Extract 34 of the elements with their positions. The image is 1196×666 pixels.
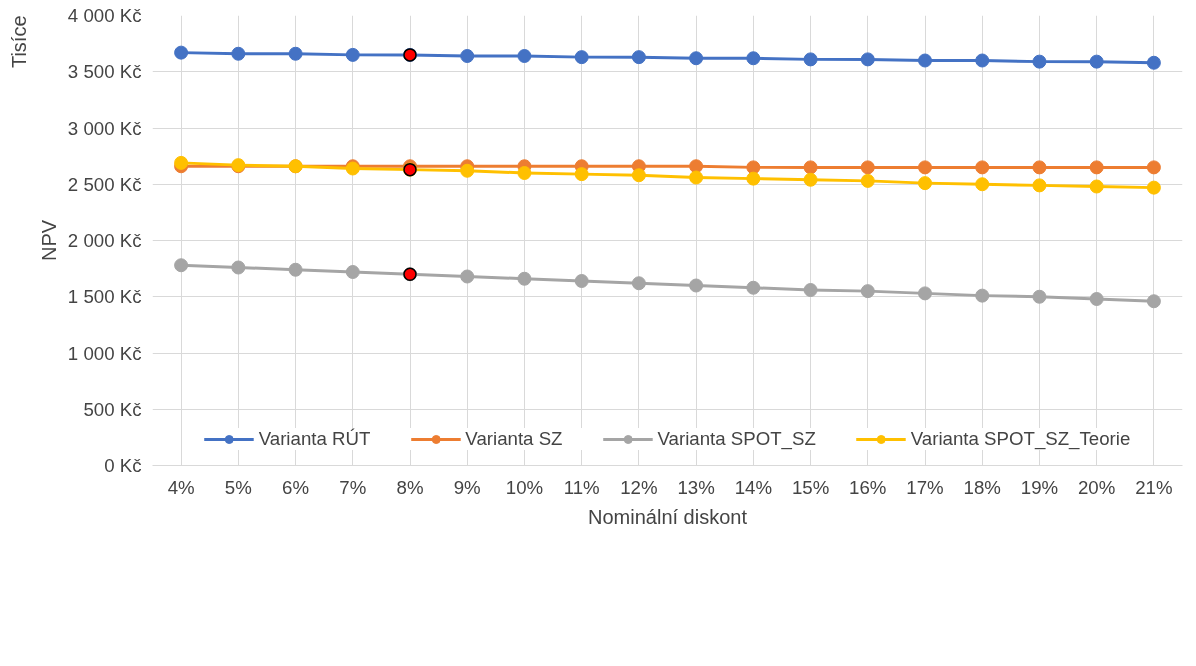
x-tick-label: 8% — [396, 476, 424, 498]
x-tick-label: 17% — [906, 476, 944, 498]
x-tick-label: 15% — [791, 476, 830, 498]
y-axis-title: NPV — [37, 219, 60, 262]
y-tick-label: 4 000 Kč — [67, 5, 142, 26]
y-tick-label: 3 500 Kč — [67, 61, 142, 83]
y-tick-label: 2 000 Kč — [67, 230, 142, 251]
x-tick-label: 7% — [339, 476, 367, 498]
x-tick-label: 18% — [963, 476, 1001, 498]
x-tick-label: 14% — [734, 476, 773, 498]
legend-label: Varianta SPOT_SZ_Teorie — [910, 428, 1131, 450]
y-tick-label: 3 000 Kč — [67, 117, 142, 139]
x-tick-label: 10% — [505, 476, 544, 498]
x-tick-label: 9% — [453, 476, 481, 498]
x-tick-label: 13% — [677, 476, 715, 498]
y-tick-label: 2 500 Kč — [67, 173, 142, 195]
y-tick-label: 500 Kč — [83, 398, 142, 420]
x-tick-label: 20% — [1078, 476, 1116, 498]
legend-label: Varianta SZ — [465, 428, 563, 450]
x-axis-title: Nominální diskont — [588, 505, 748, 528]
x-tick-label: 11% — [563, 476, 600, 498]
y-tick-label: 0 Kč — [104, 455, 142, 476]
legend-label: Varianta RÚT — [258, 428, 371, 450]
text: Tisíce — [7, 15, 30, 69]
x-tick-label: 12% — [620, 476, 658, 498]
x-tick-label: 5% — [224, 476, 252, 498]
y-tick-label: 1 000 Kč — [67, 342, 142, 364]
x-tick-label: 6% — [282, 476, 310, 498]
legend-label: Varianta SPOT_SZ — [657, 428, 816, 450]
x-tick-label: 19% — [1020, 476, 1059, 498]
x-tick-label: 4% — [167, 476, 195, 498]
x-tick-label: 21% — [1135, 476, 1173, 498]
y-tick-label: 1 500 Kč — [67, 286, 142, 308]
x-tick-label: 16% — [849, 476, 887, 498]
